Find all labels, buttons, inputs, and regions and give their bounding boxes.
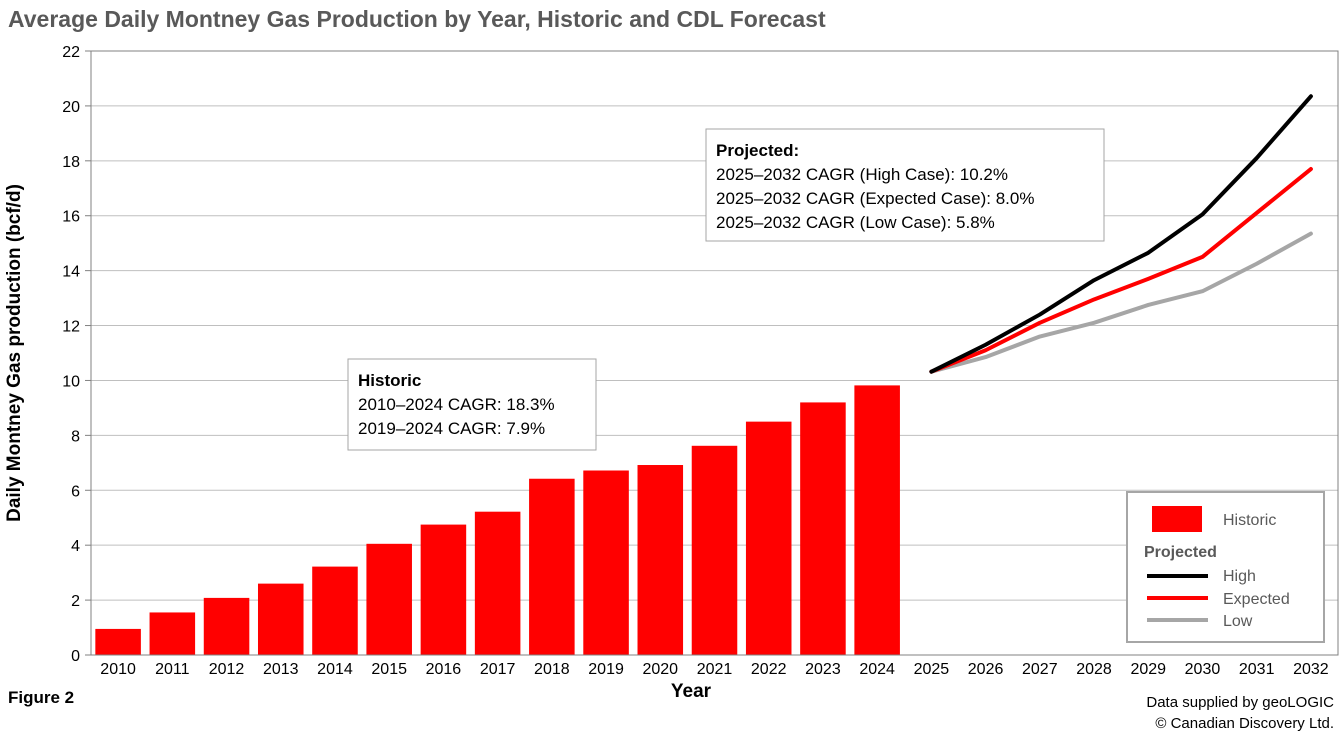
bar-historic-2017	[474, 511, 521, 655]
legend-high-label: High	[1223, 568, 1256, 585]
x-tick-label: 2032	[1293, 661, 1329, 678]
x-tick-label: 2030	[1185, 661, 1221, 678]
credit-line: © Canadian Discovery Ltd.	[1155, 715, 1334, 732]
historic-bars	[95, 385, 900, 655]
y-tick-label: 0	[71, 648, 80, 665]
x-tick-label: 2031	[1239, 661, 1275, 678]
line-low	[929, 231, 1313, 374]
bar-historic-2021	[691, 445, 738, 655]
legend: Historic Projected High Expected Low	[1126, 491, 1325, 643]
projected-annotation: Projected: 2025–2032 CAGR (High Case): 1…	[705, 128, 1105, 242]
x-tick-label: 2021	[697, 661, 733, 678]
line-expected	[929, 167, 1313, 374]
y-tick-label: 20	[62, 99, 80, 116]
bar-historic-2013	[257, 583, 304, 655]
x-tick-label: 2029	[1130, 661, 1166, 678]
x-tick-label: 2026	[968, 661, 1004, 678]
x-tick-label: 2027	[1022, 661, 1058, 678]
projected-annotation-line: 2025–2032 CAGR (Expected Case): 8.0%	[716, 189, 1034, 208]
historic-annotation-line: 2019–2024 CAGR: 7.9%	[358, 419, 545, 438]
x-tick-label: 2022	[751, 661, 787, 678]
y-axis-ticks: 0 2 4 6 8 10 12 14 16 18 20 22	[62, 44, 91, 665]
line-high	[929, 94, 1313, 374]
bar-historic-2024	[854, 385, 900, 655]
y-tick-label: 8	[71, 428, 80, 445]
bar-historic-2023	[800, 402, 846, 655]
x-tick-label: 2010	[100, 661, 136, 678]
bar-historic-2020	[637, 465, 684, 655]
historic-annotation: Historic 2010–2024 CAGR: 18.3% 2019–2024…	[347, 358, 597, 451]
projected-annotation-line: 2025–2032 CAGR (High Case): 10.2%	[716, 165, 1008, 184]
x-tick-label: 2024	[859, 661, 895, 678]
credit-line: Data supplied by geoLOGIC	[1146, 694, 1334, 711]
bar-historic-2011	[149, 612, 196, 655]
x-tick-label: 2015	[371, 661, 407, 678]
projected-annotation-title: Projected:	[716, 141, 799, 160]
x-tick-label: 2017	[480, 661, 516, 678]
x-axis-label: Year	[671, 681, 712, 702]
x-tick-label: 2011	[155, 661, 190, 678]
legend-historic-label: Historic	[1223, 512, 1276, 529]
y-tick-label: 6	[71, 483, 80, 500]
chart-title: Average Daily Montney Gas Production by …	[8, 6, 826, 32]
bar-historic-2014	[312, 566, 358, 655]
projected-lines	[929, 94, 1313, 374]
y-tick-label: 12	[62, 319, 80, 336]
x-tick-label: 2018	[534, 661, 570, 678]
historic-annotation-line: 2010–2024 CAGR: 18.3%	[358, 395, 555, 414]
x-tick-label: 2020	[642, 661, 678, 678]
plot-frame	[90, 50, 1339, 656]
bar-historic-2012	[203, 597, 250, 655]
x-axis-ticks: 2010 2011 2012 2013 2014 2015 2016 2017 2018 2019…	[100, 661, 1328, 678]
bar-historic-2016	[420, 524, 467, 655]
x-tick-label: 2012	[209, 661, 245, 678]
historic-annotation-title: Historic	[358, 371, 421, 390]
y-tick-label: 22	[62, 44, 80, 61]
y-tick-label: 4	[71, 538, 80, 555]
bar-historic-2010	[95, 628, 141, 655]
legend-low-label: Low	[1223, 613, 1253, 630]
y-tick-label: 18	[62, 154, 80, 171]
y-axis-label: Daily Montney Gas production (bcf/d)	[4, 184, 25, 522]
x-tick-label: 2025	[914, 661, 950, 678]
y-tick-label: 16	[62, 209, 80, 226]
bar-historic-2015	[366, 543, 412, 655]
x-tick-label: 2013	[263, 661, 299, 678]
legend-projected-title: Projected	[1144, 544, 1217, 561]
legend-historic-swatch	[1152, 506, 1202, 532]
y-tick-label: 10	[62, 373, 80, 390]
y-tick-label: 14	[62, 264, 80, 281]
x-tick-label: 2014	[317, 661, 353, 678]
x-tick-label: 2016	[426, 661, 462, 678]
legend-expected-label: Expected	[1223, 591, 1290, 608]
projected-annotation-line: 2025–2032 CAGR (Low Case): 5.8%	[716, 213, 995, 232]
y-tick-label: 2	[71, 593, 80, 610]
x-tick-label: 2023	[805, 661, 841, 678]
data-credit: Data supplied by geoLOGIC © Canadian Dis…	[1146, 692, 1334, 734]
figure-label: Figure 2	[8, 688, 75, 707]
bar-historic-2018	[529, 478, 575, 655]
x-tick-label: 2019	[588, 661, 624, 678]
bar-historic-2019	[583, 470, 629, 655]
bar-historic-2022	[745, 421, 792, 655]
x-tick-label: 2028	[1076, 661, 1112, 678]
